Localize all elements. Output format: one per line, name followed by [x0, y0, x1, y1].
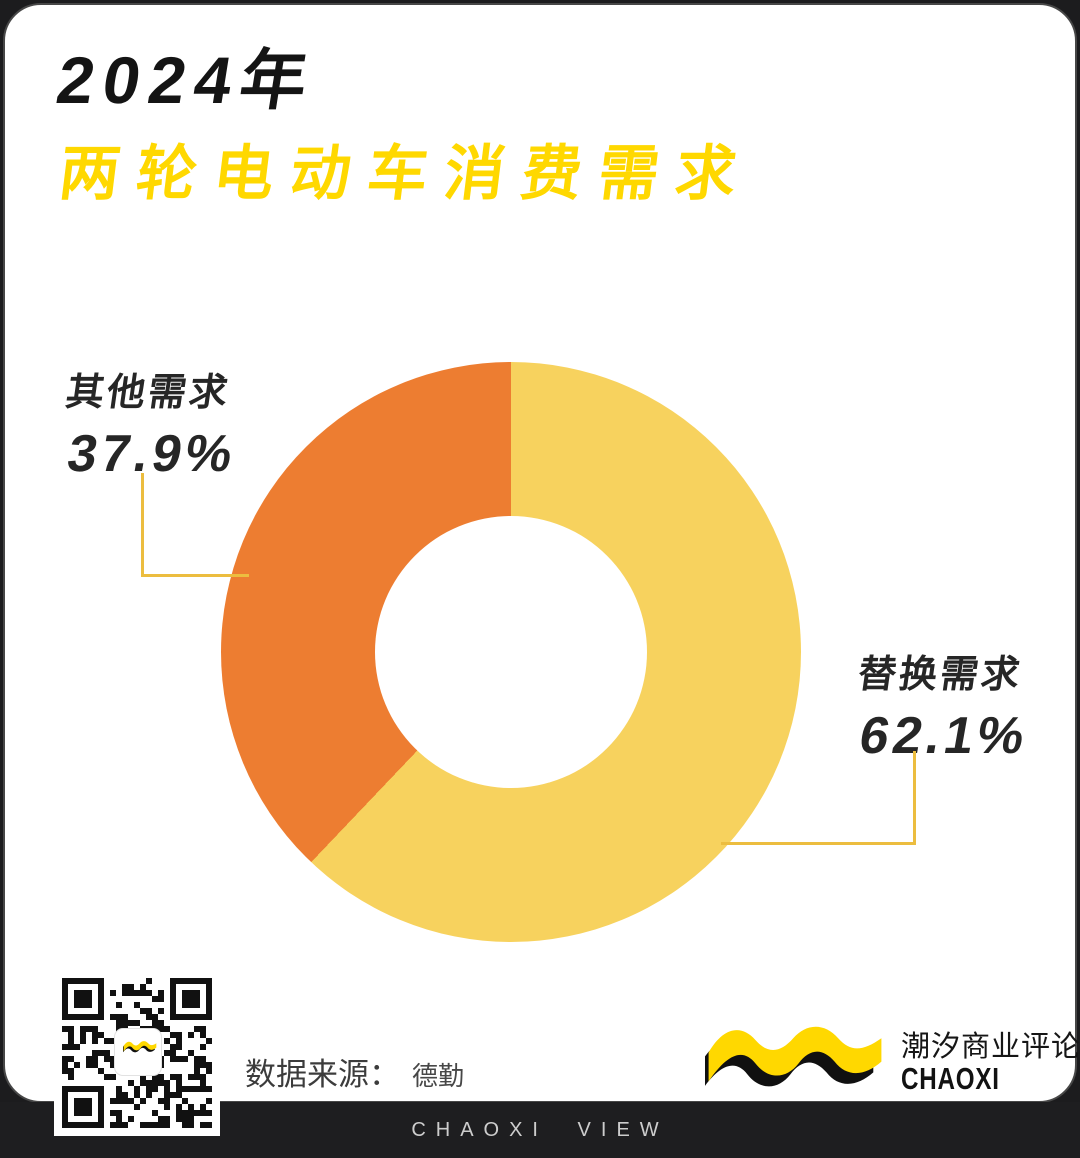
datasource-value: 德勤	[412, 1061, 465, 1091]
infographic-card: 2024年 两轮电动车消费需求 其他需求 37.9% 替换需求 62.1% 数据…	[3, 3, 1080, 1103]
page-title: 2024年	[51, 43, 322, 117]
donut-chart	[221, 362, 801, 942]
datasource-label: 数据来源：	[245, 1057, 400, 1092]
callout-other-demand: 其他需求 37.9%	[63, 361, 241, 484]
wave-logo-mini-icon	[123, 1037, 157, 1057]
slice-label-replacement: 替换需求	[855, 654, 1026, 696]
brand-name-chinese: 潮汐商业评论	[901, 1031, 1080, 1063]
bottom-bar-text: CHAOXI VIEW	[411, 1118, 669, 1141]
callout-replacement-demand: 替换需求 62.1%	[855, 643, 1033, 766]
slice-label-other: 其他需求	[63, 372, 234, 414]
qr-center-logo	[114, 1028, 162, 1076]
brand-name-english: CHAOXI	[901, 1061, 1000, 1096]
connector-line-other-vertical	[141, 473, 144, 577]
wave-logo-icon	[697, 1013, 893, 1103]
qr-code	[54, 970, 220, 1136]
slice-value-other: 37.9%	[63, 425, 241, 483]
connector-line-replacement-vertical	[913, 751, 916, 845]
page-subtitle: 两轮电动车消费需求	[55, 140, 757, 207]
datasource-note: 数据来源： 德勤	[245, 1049, 464, 1094]
connector-line-other-horizontal	[141, 574, 249, 577]
qr-code-pattern	[62, 978, 212, 1128]
connector-line-replacement-horizontal	[721, 842, 916, 845]
slice-value-replacement: 62.1%	[855, 707, 1033, 765]
donut-hole	[375, 516, 647, 788]
